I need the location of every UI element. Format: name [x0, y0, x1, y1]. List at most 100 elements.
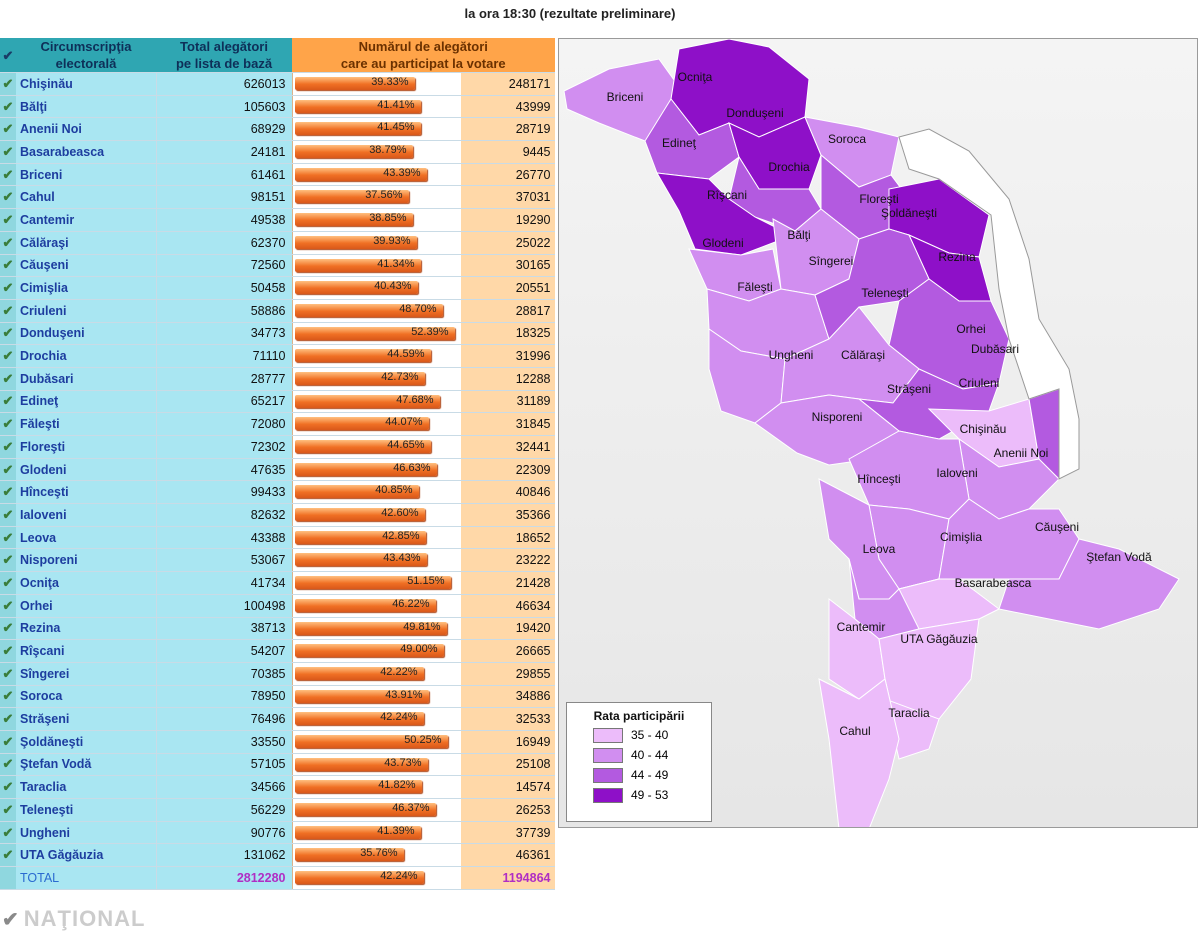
legend-swatch: [593, 727, 623, 743]
participants-cell: 26253: [460, 798, 555, 822]
turnout-bar-cell: 40.43%: [291, 276, 461, 300]
turnout-bar-cell: 44.65%: [291, 435, 461, 459]
turnout-bar-cell: 41.34%: [291, 254, 461, 278]
turnout-percent: 42.73%: [381, 370, 419, 383]
turnout-percent: 42.24%: [380, 870, 418, 883]
check-icon: ✔: [0, 95, 16, 119]
total-voters-cell: 626013: [155, 72, 292, 96]
turnout-bar: [294, 825, 421, 839]
check-icon: ✔: [0, 685, 16, 709]
turnout-bar-cell: 51.15%: [291, 571, 461, 595]
total-voters-cell: 38713: [155, 617, 292, 641]
table-row: ✔ Basarabeasca 24181 38.79% 9445: [0, 140, 555, 164]
check-icon: ✔: [0, 435, 16, 459]
table-row: ✔ Floreşti 72302 44.65% 32441: [0, 435, 555, 459]
district-name: Basarabeasca: [16, 140, 156, 164]
header-check-icon: ✔: [0, 38, 16, 73]
turnout-bar-cell: 49.00%: [291, 639, 461, 663]
turnout-bar-cell: 43.91%: [291, 685, 461, 709]
map-region: [998, 538, 1180, 630]
total-voters-cell: 131062: [155, 843, 292, 868]
district-name: Criuleni: [16, 299, 156, 323]
turnout-bar: [294, 167, 427, 181]
turnout-bar: [294, 394, 440, 408]
map-label: Cahul: [839, 724, 870, 738]
participants-cell: 35366: [460, 503, 555, 527]
turnout-percent: 44.59%: [387, 348, 425, 361]
map-label: Bălţi: [787, 228, 810, 242]
district-name: Făleşti: [16, 412, 156, 436]
turnout-bar: [294, 734, 448, 748]
district-name: Briceni: [16, 163, 156, 187]
check-icon: ✔: [0, 72, 16, 96]
table-row: ✔ Taraclia 34566 41.82% 14574: [0, 775, 555, 799]
total-voters-cell: 41734: [155, 571, 292, 595]
district-name: Edineţ: [16, 390, 156, 414]
check-icon: ✔: [0, 344, 16, 368]
header-district: Circumscripţia electorală: [16, 38, 156, 73]
turnout-percent: 50.25%: [404, 733, 442, 746]
turnout-percent: 44.65%: [387, 439, 425, 451]
participants-cell: 1194864: [460, 866, 555, 890]
participants-cell: 46361: [460, 843, 555, 868]
total-voters-cell: 28777: [155, 367, 292, 391]
legend-item: 35 - 40: [593, 727, 711, 743]
total-voters-cell: 34566: [155, 775, 292, 799]
turnout-bar: [294, 666, 424, 680]
turnout-bar-cell: 39.93%: [291, 231, 461, 255]
table-row: ✔ UTA Găgăuzia 131062 35.76% 46361: [0, 843, 555, 868]
total-voters-cell: 34773: [155, 322, 292, 346]
table-row: ✔ Soroca 78950 43.91% 34886: [0, 685, 555, 709]
turnout-bar: [294, 803, 436, 816]
participants-cell: 46634: [460, 594, 555, 618]
table-row: ✔ Ştefan Vodă 57105 43.73% 25108: [0, 753, 555, 777]
turnout-bar-cell: 40.85%: [291, 480, 461, 505]
district-name: Ialoveni: [16, 503, 156, 527]
turnout-percent: 52.39%: [411, 325, 449, 338]
district-name: Teleneşti: [16, 798, 156, 822]
district-name: Hînceşti: [16, 480, 156, 505]
turnout-percent: 38.85%: [369, 212, 407, 225]
total-voters-cell: 76496: [155, 707, 292, 731]
turnout-bar-cell: 50.25%: [291, 730, 461, 754]
map-label: Străşeni: [887, 382, 931, 396]
district-name: Ştefan Vodă: [16, 753, 156, 777]
check-icon: ✔: [0, 503, 16, 527]
legend-item: 40 - 44: [593, 747, 711, 763]
turnout-percent: 42.22%: [380, 665, 418, 678]
participants-cell: 31189: [460, 390, 555, 414]
map-label: Edineţ: [662, 136, 697, 150]
map-label: Anenii Noi: [994, 446, 1049, 460]
turnout-percent: 38.79%: [369, 144, 407, 157]
map-label: Orhei: [956, 322, 985, 336]
district-name: Glodeni: [16, 458, 156, 482]
total-voters-cell: 98151: [155, 185, 292, 210]
legend-title: Rata participării: [593, 709, 685, 723]
turnout-percent: 41.82%: [378, 779, 416, 792]
check-icon: ✔: [0, 775, 16, 799]
map-label: Teleneşti: [861, 286, 908, 300]
participants-cell: 26665: [460, 639, 555, 663]
turnout-bar: [294, 145, 413, 159]
turnout-bar: [294, 440, 431, 453]
total-voters-cell: 61461: [155, 163, 292, 187]
total-voters-cell: 57105: [155, 753, 292, 777]
check-icon: ✔: [0, 412, 16, 436]
turnout-bar: [294, 553, 427, 567]
turnout-percent: 41.41%: [377, 98, 415, 111]
map-label: Floreşti: [859, 192, 898, 206]
table-row: ✔ Cantemir 49538 38.85% 19290: [0, 208, 555, 232]
table-row: ✔ Leova 43388 42.85% 18652: [0, 526, 555, 550]
participants-cell: 248171: [460, 72, 555, 96]
check-icon: ✔: [0, 571, 16, 595]
district-name: Soroca: [16, 685, 156, 709]
map-label: Drochia: [768, 160, 810, 174]
turnout-percent: 42.85%: [382, 529, 420, 542]
total-voters-cell: 72560: [155, 254, 292, 278]
table-row: ✔ Căuşeni 72560 41.34% 30165: [0, 254, 555, 278]
turnout-bar: [294, 190, 409, 204]
check-icon: ✔: [0, 639, 16, 663]
participants-cell: 16949: [460, 730, 555, 754]
total-voters-cell: 53067: [155, 548, 292, 573]
turnout-percent: 40.43%: [374, 280, 412, 293]
